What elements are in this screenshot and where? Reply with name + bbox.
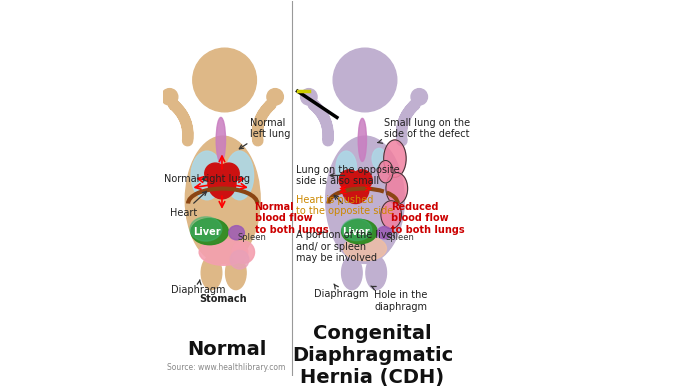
Ellipse shape <box>201 256 222 290</box>
Ellipse shape <box>378 160 393 183</box>
Circle shape <box>230 250 249 269</box>
Text: Diaphragm: Diaphragm <box>314 284 369 299</box>
Circle shape <box>339 170 359 190</box>
Circle shape <box>300 89 317 105</box>
Text: Diaphragm: Diaphragm <box>171 280 225 295</box>
Ellipse shape <box>342 219 372 241</box>
Ellipse shape <box>344 236 386 261</box>
Circle shape <box>333 48 397 112</box>
Text: Liver: Liver <box>342 227 370 237</box>
Text: Source: www.healthlibrary.com: Source: www.healthlibrary.com <box>167 363 285 372</box>
FancyArrowPatch shape <box>173 104 188 141</box>
Ellipse shape <box>377 227 391 239</box>
Text: Heart is pushed
to the opposite side: Heart is pushed to the opposite side <box>295 194 393 216</box>
Ellipse shape <box>191 151 223 200</box>
Ellipse shape <box>386 172 407 205</box>
Text: Stomach: Stomach <box>199 294 247 304</box>
Ellipse shape <box>229 226 244 240</box>
Ellipse shape <box>326 136 405 263</box>
Text: Normal: Normal <box>187 340 266 359</box>
Ellipse shape <box>366 256 386 290</box>
Circle shape <box>193 48 256 112</box>
Circle shape <box>218 163 239 184</box>
Text: A portion of the liver
and/ or spleen
may be involved: A portion of the liver and/ or spleen ma… <box>295 230 396 263</box>
Circle shape <box>411 89 428 105</box>
Ellipse shape <box>216 118 225 162</box>
Ellipse shape <box>381 201 402 229</box>
Circle shape <box>161 89 178 105</box>
Text: Hole in the
diaphragm: Hole in the diaphragm <box>371 286 428 312</box>
Text: Normal
left lung: Normal left lung <box>239 118 290 149</box>
Ellipse shape <box>191 218 228 245</box>
Text: Reduced
blood flow
to both lungs: Reduced blood flow to both lungs <box>391 202 465 235</box>
Text: Liver: Liver <box>193 227 220 237</box>
Ellipse shape <box>199 239 248 265</box>
Ellipse shape <box>186 136 260 263</box>
Ellipse shape <box>384 140 406 177</box>
Ellipse shape <box>342 174 369 203</box>
Ellipse shape <box>225 151 253 200</box>
Ellipse shape <box>190 217 222 241</box>
FancyArrowPatch shape <box>313 104 328 141</box>
Ellipse shape <box>342 256 362 290</box>
Text: Small lung on the
side of the defect: Small lung on the side of the defect <box>378 118 470 143</box>
Text: Spleen: Spleen <box>238 233 267 242</box>
Text: Congenital
Diaphragmatic
Hernia (CDH): Congenital Diaphragmatic Hernia (CDH) <box>292 324 453 387</box>
Text: Lung on the opposite
side is also small: Lung on the opposite side is also small <box>295 165 399 186</box>
Text: Heart: Heart <box>169 191 206 218</box>
Circle shape <box>205 163 225 184</box>
Circle shape <box>352 170 372 190</box>
Text: Spleen: Spleen <box>386 233 414 242</box>
FancyArrowPatch shape <box>401 104 415 141</box>
Circle shape <box>232 241 255 263</box>
Text: Normal right lung: Normal right lung <box>164 174 250 184</box>
Ellipse shape <box>208 167 236 199</box>
Ellipse shape <box>358 118 367 162</box>
Ellipse shape <box>225 256 246 290</box>
Circle shape <box>267 89 284 105</box>
Ellipse shape <box>372 148 386 169</box>
Ellipse shape <box>342 220 377 244</box>
FancyArrowPatch shape <box>257 104 271 141</box>
Text: Normal
blood flow
to both lungs: Normal blood flow to both lungs <box>255 202 328 235</box>
Ellipse shape <box>336 151 356 185</box>
